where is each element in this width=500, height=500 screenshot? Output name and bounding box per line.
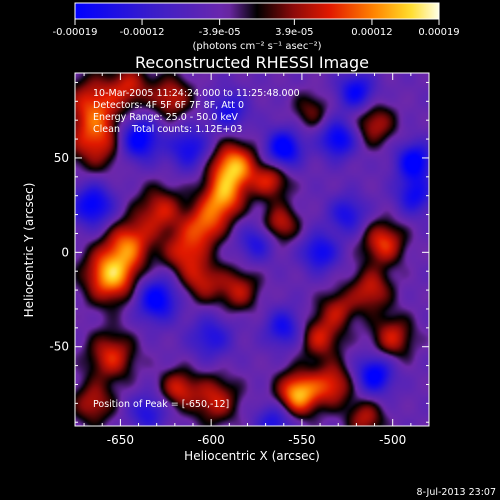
footer-timestamp: 8-Jul-2013 23:07 [417, 487, 496, 498]
x-axis-ticks: -650 -600 -550 -500 [83, 73, 430, 447]
info-time-range: 10-Mar-2005 11:24:24.000 to 11:25:48.000 [93, 88, 300, 99]
colorbar-tick-label: 3.9e-05 [275, 27, 313, 38]
plot-frame [74, 72, 430, 427]
colorbar-tick-label: -0.00012 [120, 27, 165, 38]
colorbar-unit-label: (photons cm⁻² s⁻¹ asec⁻²) [192, 41, 321, 52]
info-total-counts: Clean Total counts: 1.12E+03 [93, 124, 242, 135]
y-tick-label: 0 [61, 245, 69, 259]
colorbar-gradient [74, 2, 440, 20]
peak-position-label: Position of Peak = [-650,-12] [93, 399, 229, 410]
y-axis-label: Heliocentric Y (arcsec) [22, 183, 36, 318]
x-tick-label: -650 [107, 433, 134, 447]
x-tick-label: -550 [288, 433, 315, 447]
y-tick-label: 50 [54, 151, 69, 165]
colorbar-tick-label: -0.00019 [53, 27, 98, 38]
colorbar: -0.00019 -0.00012 -3.9e-05 3.9e-05 0.00012 0.… [53, 2, 460, 52]
x-tick-label: -500 [379, 433, 406, 447]
colorbar-tick-label: 0.00019 [418, 27, 459, 38]
y-tick-label: -50 [49, 340, 69, 354]
colorbar-tick-label: 0.00012 [351, 27, 392, 38]
heatmap-image [75, 73, 429, 426]
colorbar-tick-label: -3.9e-05 [199, 27, 241, 38]
x-tick-label: -600 [198, 433, 225, 447]
y-axis-ticks: 50 0 -50 [49, 81, 429, 423]
chart-title: Reconstructed RHESSI Image [135, 53, 369, 72]
info-detectors: Detectors: 4F 5F 6F 7F 8F, Att 0 [93, 100, 244, 111]
colorbar-ticks: -0.00019 -0.00012 -3.9e-05 3.9e-05 0.00012 0.… [53, 19, 460, 38]
x-axis-label: Heliocentric X (arcsec) [184, 449, 320, 463]
info-energy-range: Energy Range: 25.0 - 50.0 keV [93, 112, 238, 123]
observation-info: 10-Mar-2005 11:24:24.000 to 11:25:48.000… [93, 88, 300, 135]
